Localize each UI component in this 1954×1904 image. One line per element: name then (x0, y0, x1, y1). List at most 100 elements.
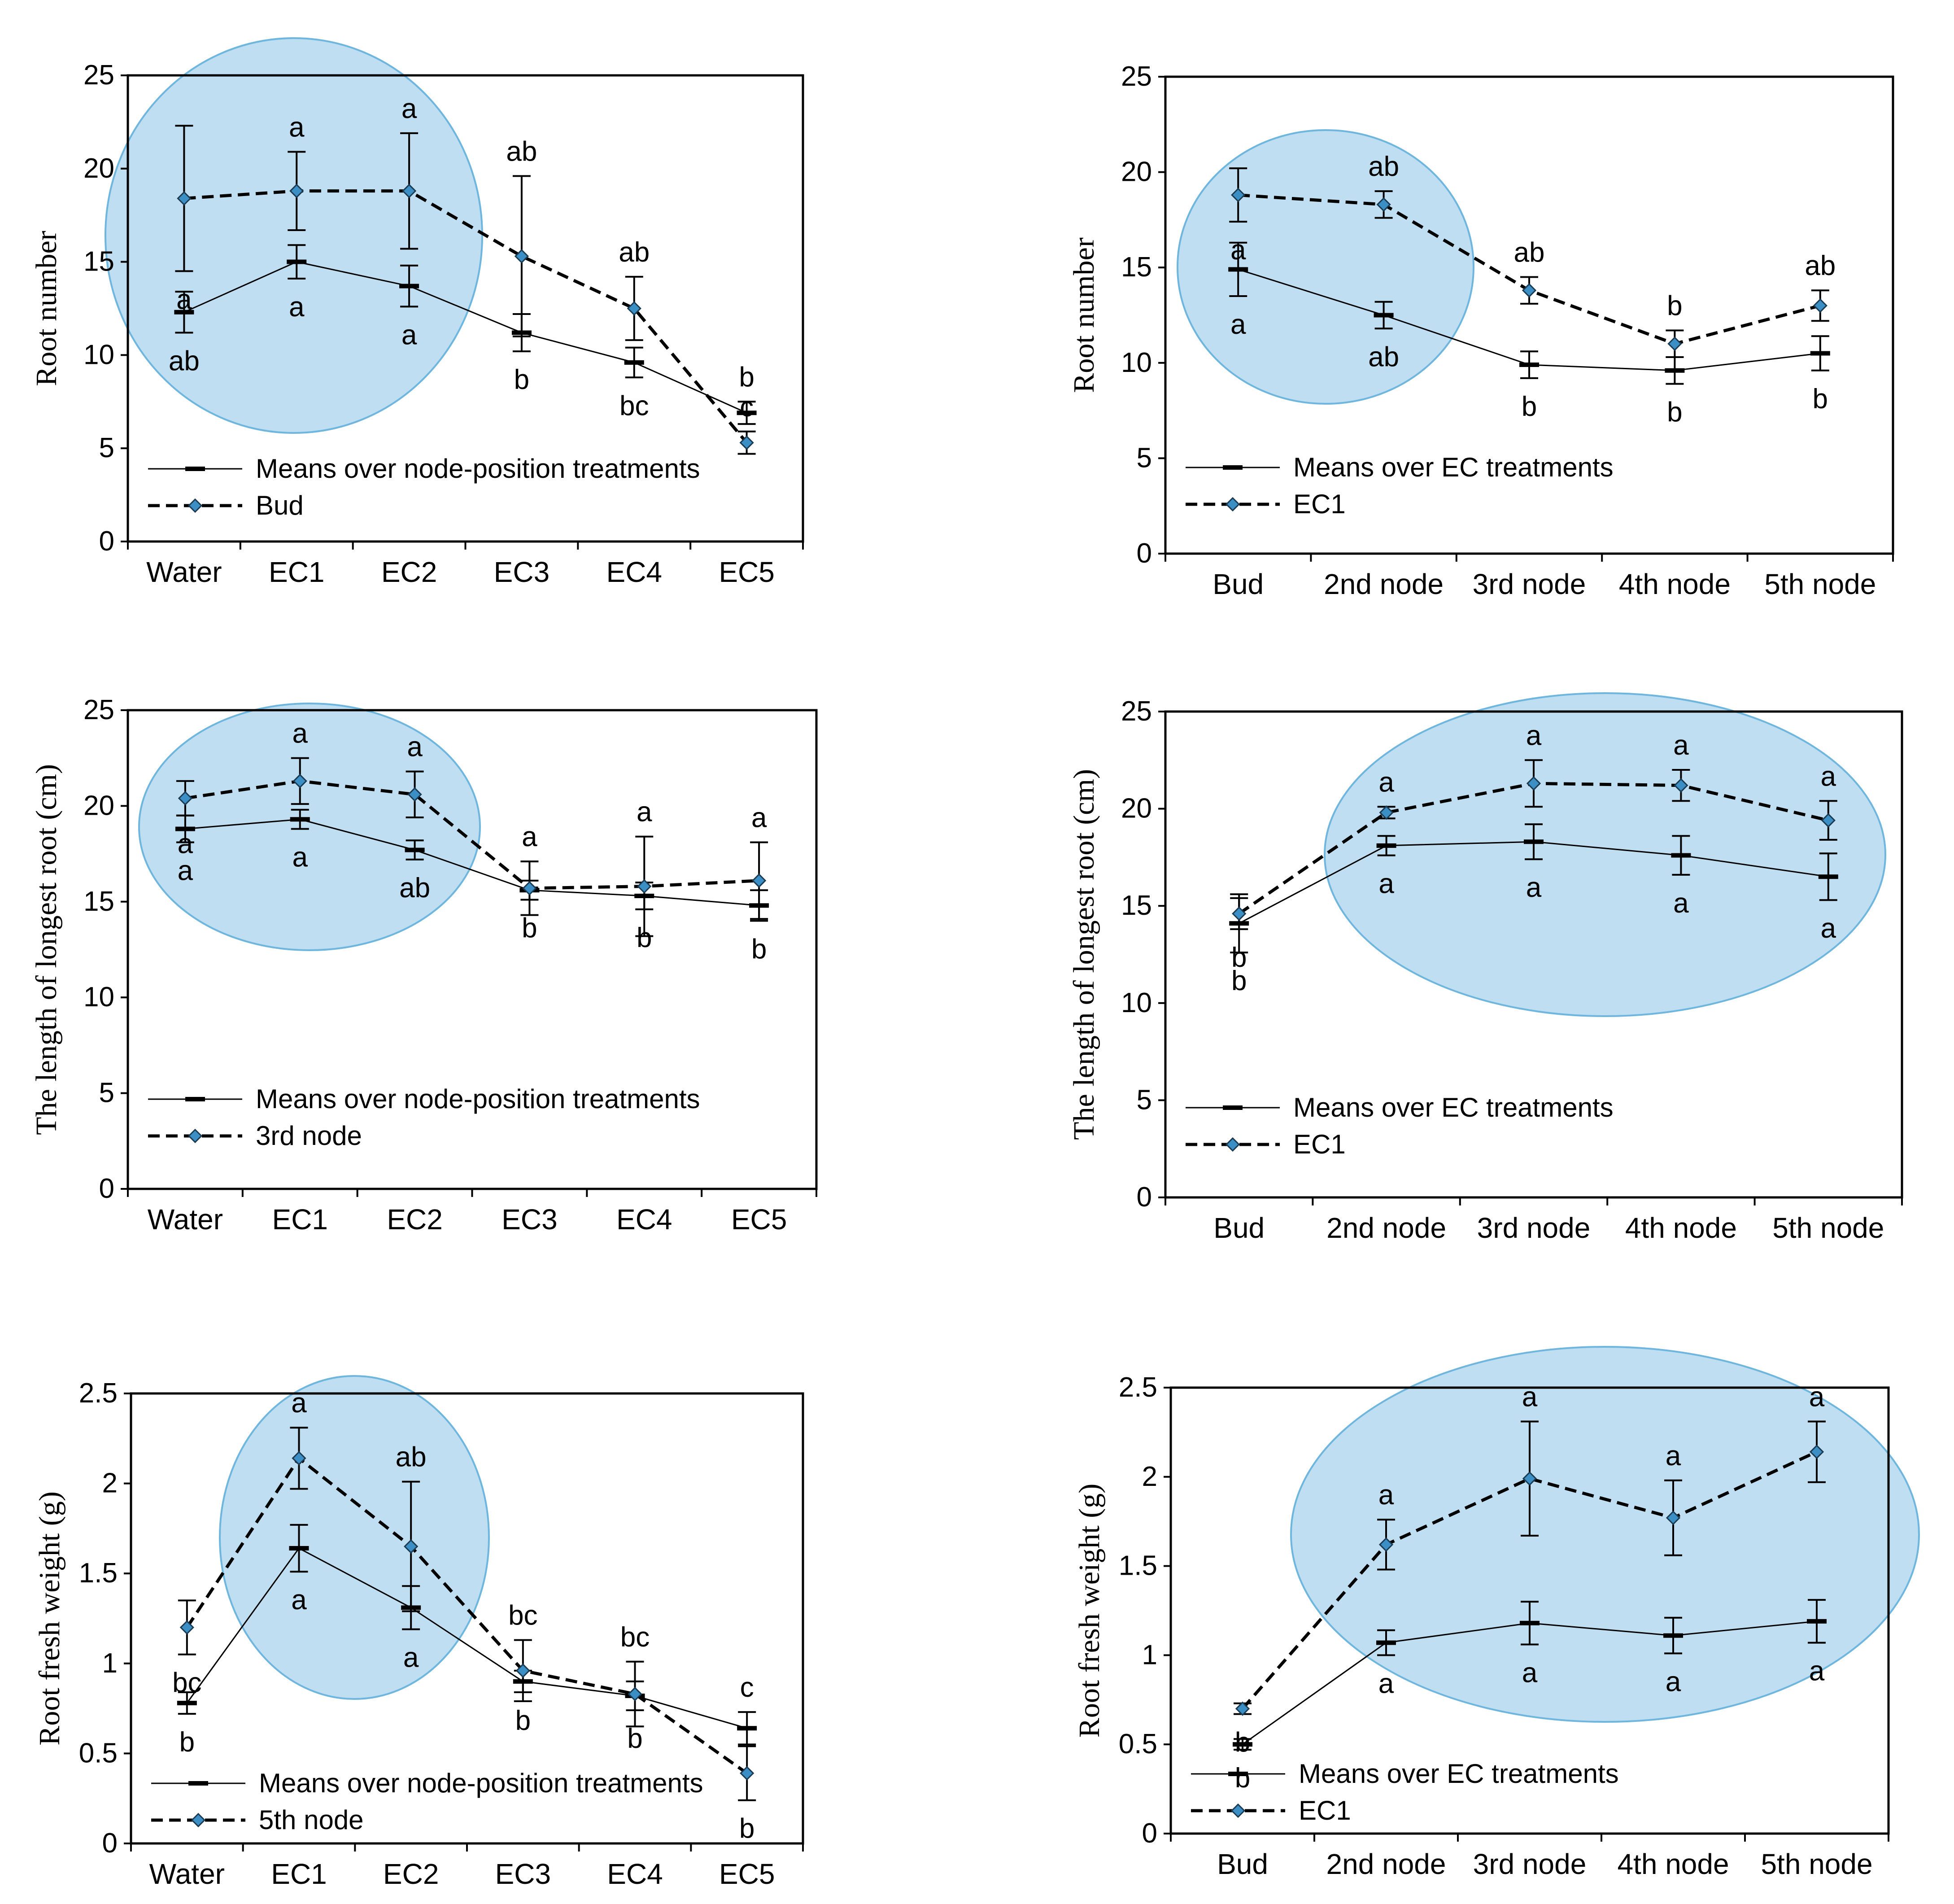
data-point-dash (1807, 1619, 1827, 1624)
significance-letter: a (1522, 1658, 1538, 1689)
significance-letter: ab (399, 873, 430, 904)
significance-letter: a (291, 1585, 307, 1616)
data-point-diamond (1231, 188, 1246, 202)
x-tick-label: 2nd node (1326, 1848, 1446, 1880)
data-point-dash (1671, 853, 1691, 858)
legend-label: EC1 (1293, 489, 1346, 519)
significance-letter: ab (169, 346, 200, 377)
data-point-diamond (1376, 197, 1391, 212)
significance-letter: ab (1514, 237, 1545, 268)
data-point-diamond (739, 435, 754, 450)
data-point-dash (737, 410, 757, 415)
significance-letter: a (401, 319, 417, 350)
y-tick-label: 0 (99, 1173, 114, 1204)
legend-label: 5th node (259, 1805, 364, 1835)
legend-label: Means over EC treatments (1293, 1092, 1614, 1122)
significance-letter: a (637, 797, 652, 828)
significance-letter: a (522, 821, 537, 852)
significance-letter: a (289, 292, 305, 323)
data-point-dash (405, 847, 425, 852)
data-point-dash (737, 1726, 757, 1731)
legend-marker-dash (185, 1097, 205, 1101)
y-tick-label: 0.5 (1119, 1729, 1157, 1760)
y-tick-label: 10 (1121, 347, 1152, 378)
significance-letter: a (292, 842, 308, 873)
y-tick-label: 5 (99, 432, 114, 463)
x-tick-label: Bud (1217, 1848, 1268, 1880)
legend-label: Bud (256, 490, 304, 520)
x-tick-label: Water (146, 556, 222, 588)
significance-letter: a (1230, 309, 1246, 340)
y-tick-label: 20 (1121, 793, 1152, 824)
chart-panel-b: 0 5 10 15 20 25 Bud 2nd node 3rd node 4th node 5th… (1068, 61, 1894, 600)
x-tick-label: 5th node (1761, 1848, 1872, 1880)
data-point-dash (1663, 1633, 1683, 1638)
y-tick-label: 0 (1142, 1818, 1157, 1849)
data-point-dash (175, 826, 195, 831)
significance-letter: a (1673, 888, 1689, 919)
y-tick-label: 15 (1121, 252, 1152, 283)
legend-marker-diamond (188, 498, 203, 513)
data-point-dash (1376, 843, 1396, 848)
y-tick-label: 15 (83, 246, 114, 277)
significance-letter: b (739, 362, 754, 393)
y-tick-label: 0 (1137, 538, 1152, 569)
data-point-dash (287, 259, 307, 264)
data-point-dash (174, 310, 194, 314)
data-point-diamond (1667, 336, 1682, 351)
significance-letter: a (1821, 913, 1836, 944)
significance-letter: b (1231, 965, 1247, 996)
x-tick-label: 3rd node (1473, 1848, 1587, 1880)
data-point-diamond (751, 873, 767, 888)
significance-letter: ab (1368, 341, 1399, 372)
significance-letter: b (1667, 291, 1682, 322)
significance-letter: a (1378, 767, 1394, 798)
data-point-diamond (179, 1620, 194, 1635)
significance-letter: a (1522, 1382, 1538, 1413)
significance-letter: b (1235, 1727, 1250, 1758)
highlight-ellipse (1324, 692, 1886, 1017)
x-tick-label: Bud (1213, 568, 1264, 600)
x-tick-label: EC2 (383, 1858, 439, 1890)
data-point-diamond (178, 791, 193, 806)
chart-panel-f: 0 0.5 1 1.5 2 2.5 Bud 2nd node 3rd node 4th node 5… (1073, 1346, 1920, 1880)
y-tick-label: 25 (1121, 696, 1152, 727)
data-point-dash (1228, 267, 1248, 272)
significance-letter: a (1230, 235, 1246, 266)
x-tick-label: Bud (1213, 1212, 1265, 1244)
data-point-diamond (407, 787, 422, 802)
significance-letter: a (1809, 1656, 1825, 1687)
legend-label: 3rd node (256, 1121, 362, 1151)
x-tick-label: 2nd node (1324, 568, 1444, 600)
y-tick-label: 2.5 (79, 1378, 118, 1409)
y-tick-label: 10 (1121, 987, 1152, 1018)
series-line-dashed (185, 779, 759, 890)
data-point-dash (399, 284, 419, 288)
legend-marker-dash (188, 1781, 208, 1786)
chart-panel-a: 0 5 10 15 20 25 Water EC1 EC2 EC3 EC4 EC5 Root numbe… (30, 37, 804, 588)
data-point-dash (289, 1546, 309, 1551)
y-tick-label: 0 (1137, 1182, 1152, 1213)
significance-letter: ab (506, 136, 537, 167)
highlight-ellipse (138, 703, 481, 951)
series-line-solid (183, 261, 747, 414)
legend-marker-diamond (191, 1812, 206, 1828)
x-tick-label: EC3 (502, 1203, 558, 1236)
legend-label: Means over node-position treatments (256, 1084, 700, 1114)
legend-marker-dash (1223, 1105, 1243, 1110)
significance-letter: b (1235, 1763, 1250, 1794)
x-tick-label: EC2 (381, 556, 437, 588)
x-tick-label: EC1 (272, 1203, 328, 1236)
y-tick-label: 25 (83, 60, 114, 91)
series-line-dashed (184, 189, 748, 444)
x-tick-label: 4th node (1617, 1848, 1729, 1880)
data-point-dash (1520, 1620, 1540, 1625)
significance-letter: a (401, 93, 417, 124)
data-point-dash (1376, 1640, 1396, 1645)
y-axis-title: Root fresh weight (g) (33, 1491, 66, 1745)
data-point-dash (1665, 368, 1685, 373)
legend-label: Means over node-position treatments (256, 454, 700, 484)
chart-panel-d: 0 5 10 15 20 25 Bud 2nd node 3rd node 4th node 5th… (1068, 692, 1903, 1244)
data-point-diamond (292, 773, 307, 789)
data-point-diamond (401, 183, 417, 198)
